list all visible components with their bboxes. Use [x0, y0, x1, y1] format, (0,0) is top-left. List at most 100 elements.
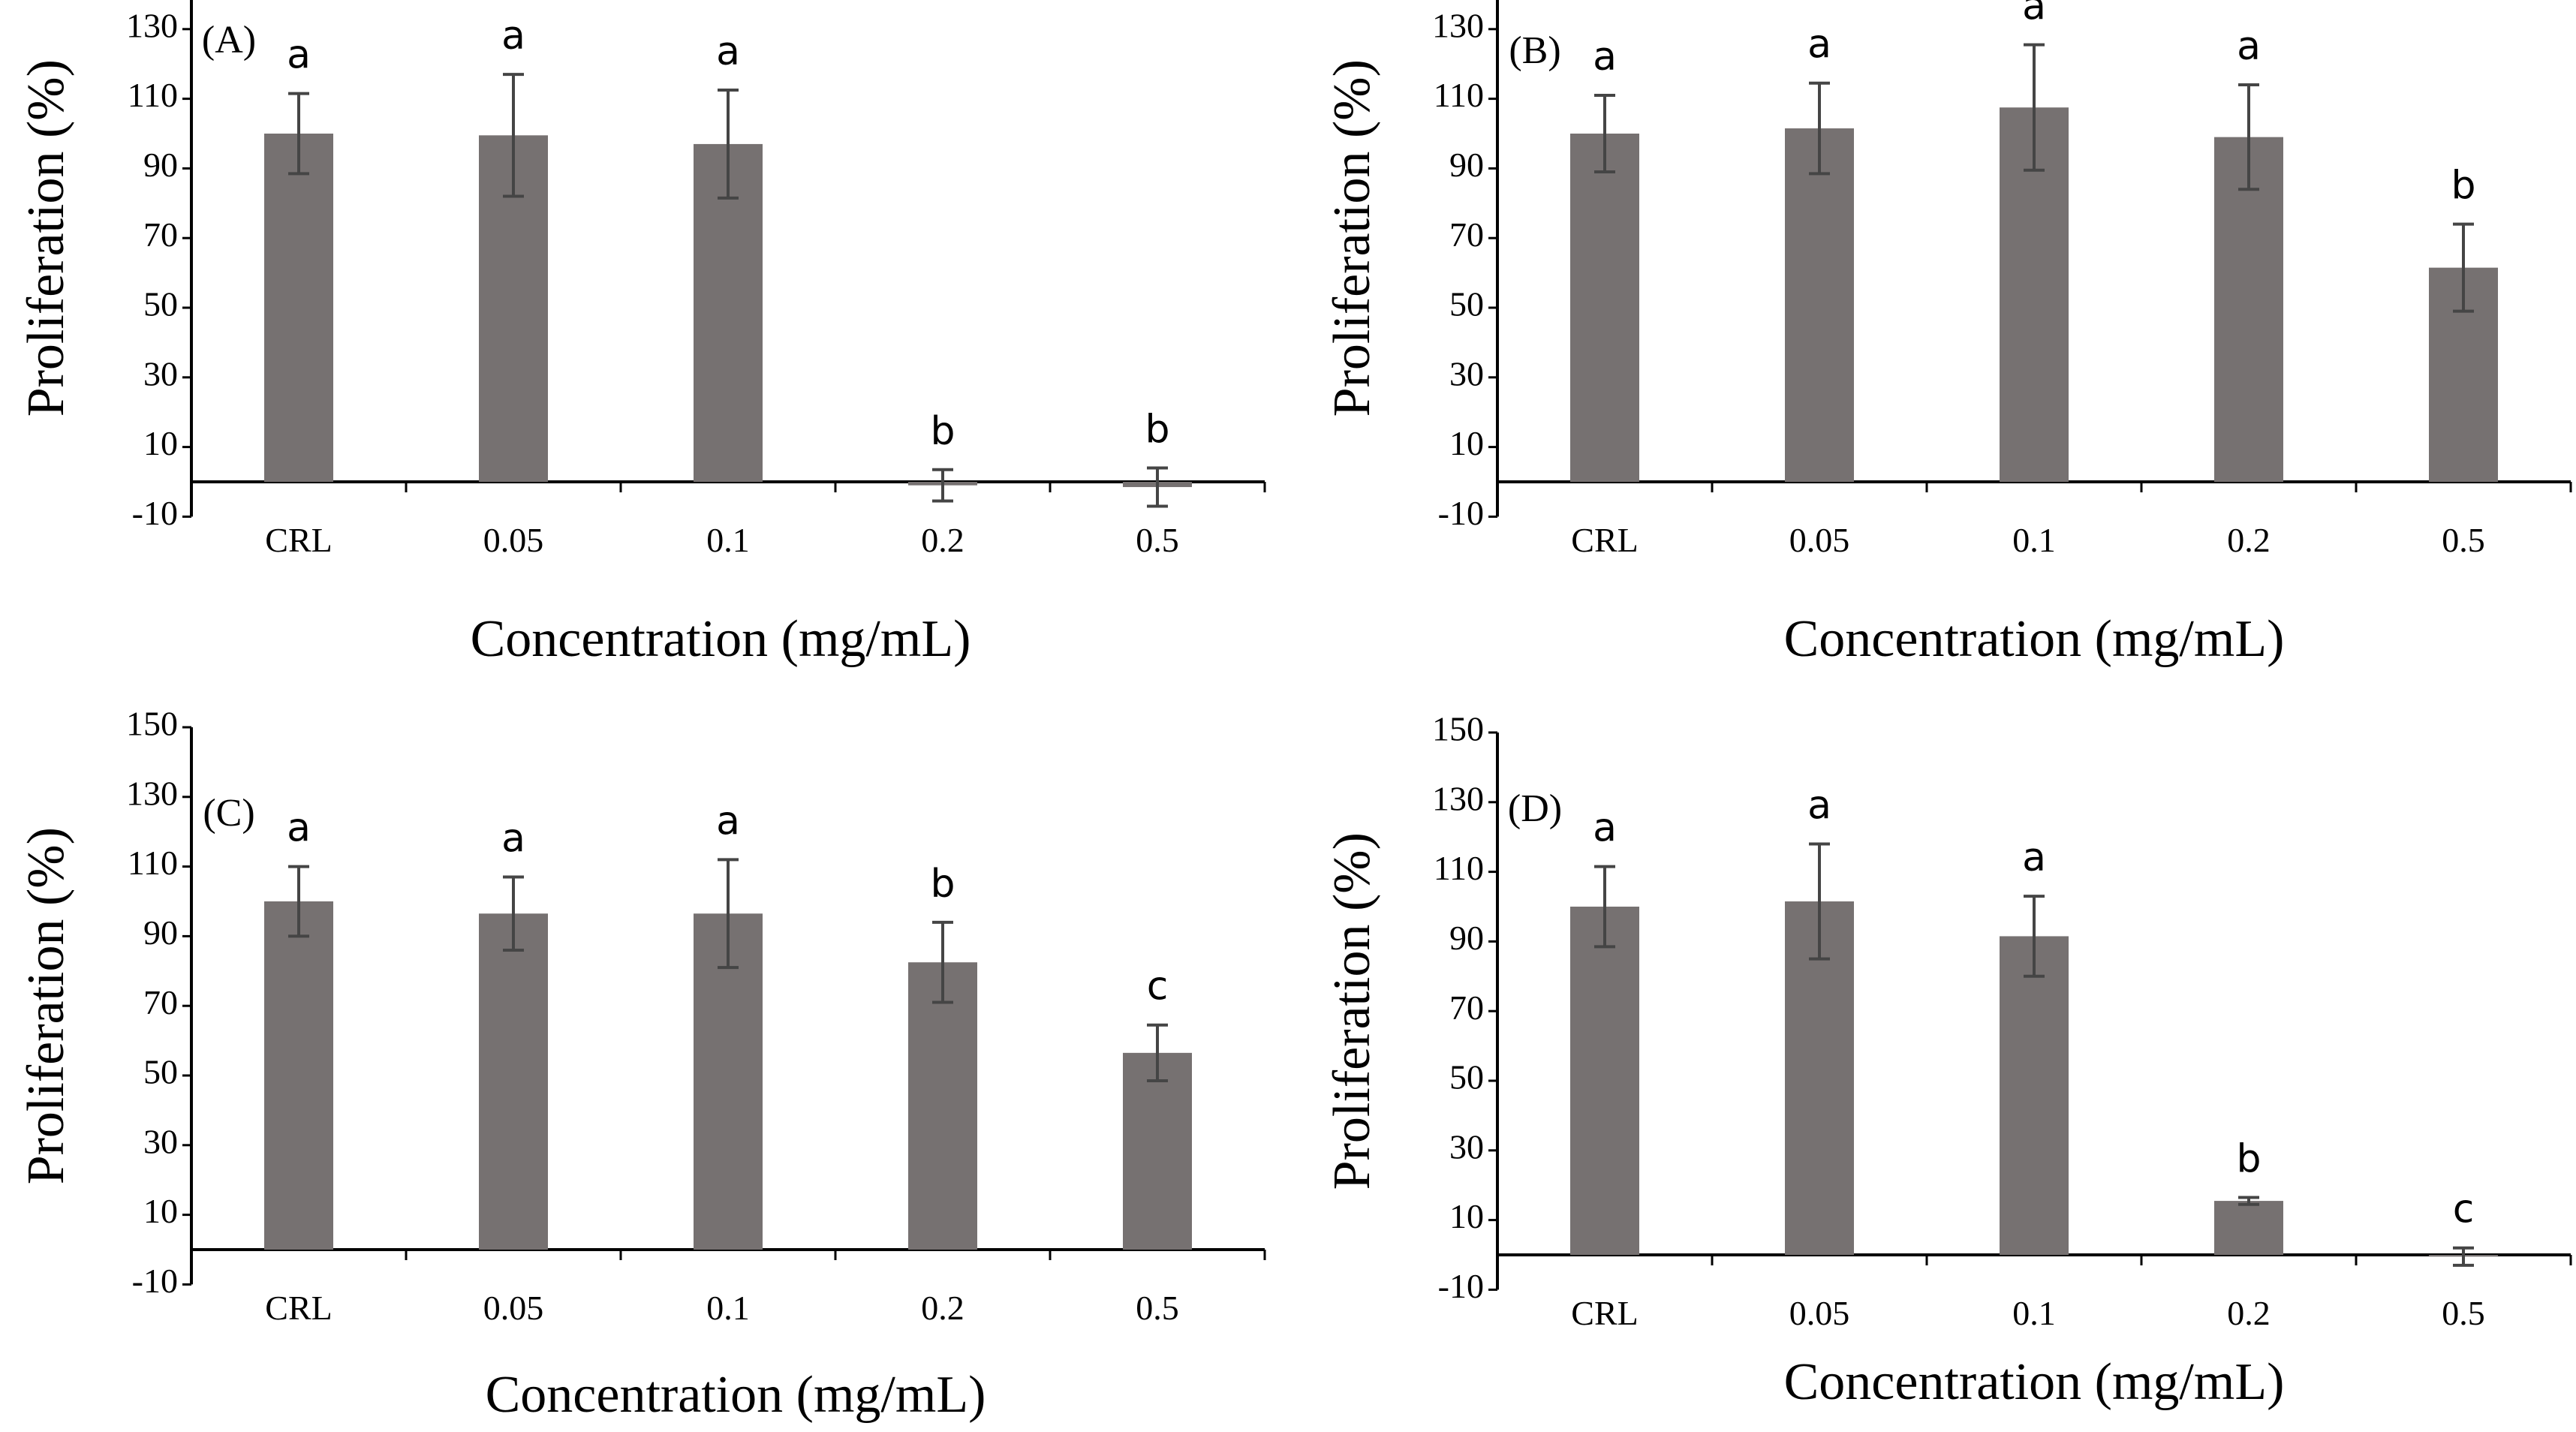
significance-letter: b: [930, 409, 955, 454]
panel-label: (A): [202, 19, 256, 62]
bar: [694, 143, 763, 483]
y-tick-label: 70: [1449, 215, 1484, 254]
y-tick-label: 130: [1432, 6, 1484, 44]
x-tick-label: CRL: [265, 1289, 332, 1327]
y-tick-label: 110: [128, 76, 178, 114]
bar: [264, 134, 333, 482]
y-tick-label: 150: [1432, 710, 1484, 748]
significance-letter: a: [716, 29, 740, 74]
chart-panel-4: (D) -10 10 30 50 70 90 110 130 150 a CRL a 0.05 a 0.1 b 0…: [1323, 710, 2572, 1411]
panel-label: (B): [1509, 29, 1560, 72]
bar: [2000, 936, 2069, 1255]
significance-letter: b: [930, 862, 955, 907]
y-tick-label: 50: [143, 285, 178, 323]
significance-letter: a: [287, 33, 311, 78]
x-tick-label: 0.2: [2227, 521, 2271, 559]
y-axis-title: Proliferation (%): [1323, 59, 1381, 417]
bar: [264, 901, 333, 1250]
y-tick-label: 70: [143, 983, 178, 1021]
significance-letter: c: [2453, 1187, 2475, 1232]
y-tick-label: 130: [126, 6, 178, 44]
y-tick-label: 10: [1449, 1197, 1484, 1235]
y-tick-label: -10: [132, 494, 178, 532]
y-tick-label: 50: [1449, 285, 1484, 323]
x-tick-label: 0.05: [1789, 1294, 1850, 1332]
y-tick-label: 10: [143, 424, 178, 462]
x-tick-label: 0.1: [2012, 1294, 2056, 1332]
significance-letter: b: [2451, 164, 2475, 209]
x-axis-title: Concentration (mg/mL): [1784, 610, 2285, 668]
bar: [1785, 128, 1854, 483]
y-axis-title: Proliferation (%): [17, 59, 75, 417]
y-tick-label: -10: [132, 1262, 178, 1300]
bar: [908, 962, 977, 1250]
y-tick-label: 90: [1449, 919, 1484, 957]
significance-letter: b: [1145, 407, 1169, 452]
panel-label: (C): [203, 792, 254, 835]
y-tick-label: 90: [1449, 146, 1484, 184]
significance-letter: a: [2022, 835, 2046, 880]
x-tick-label: 0.5: [1136, 521, 1179, 559]
significance-letter: a: [2237, 24, 2261, 69]
x-axis-title: Concentration (mg/mL): [486, 1366, 986, 1424]
x-tick-label: 0.1: [706, 521, 750, 559]
y-tick-label: 50: [143, 1053, 178, 1091]
y-tick-label: 30: [1449, 1127, 1484, 1166]
significance-letter: a: [1807, 23, 1831, 68]
x-tick-label: 0.2: [921, 1289, 964, 1327]
significance-letter: a: [1807, 783, 1831, 828]
y-axis-title: Proliferation (%): [1323, 832, 1381, 1190]
bar: [1570, 134, 1639, 482]
y-tick-label: 30: [1449, 354, 1484, 393]
x-tick-label: 0.5: [2442, 1294, 2485, 1332]
x-tick-label: 0.1: [706, 1289, 750, 1327]
y-tick-label: 10: [1449, 424, 1484, 462]
x-axis-title: Concentration (mg/mL): [471, 610, 971, 668]
x-tick-label: 0.2: [921, 521, 964, 559]
significance-letter: a: [716, 799, 740, 844]
y-tick-label: 150: [126, 705, 178, 743]
y-tick-label: -10: [1438, 494, 1484, 532]
x-tick-label: 0.05: [1789, 521, 1850, 559]
y-tick-label: 110: [1434, 76, 1484, 114]
y-tick-label: 130: [1432, 779, 1484, 817]
chart-panel-3: (C) -10 10 30 50 70 90 110 130 150 a CRL a 0.05 a 0.1 b 0…: [17, 705, 1266, 1424]
x-tick-label: 0.05: [483, 1289, 544, 1327]
chart-panel-2: (B)-101030507090110130150aCRLa0.05a0.1a0…: [1323, 0, 2572, 668]
significance-letter: a: [1593, 35, 1617, 80]
y-axis-title: Proliferation (%): [17, 827, 75, 1184]
panel-label: (D): [1508, 787, 1562, 830]
bar: [2214, 137, 2283, 482]
significance-letter: c: [1147, 964, 1169, 1009]
y-tick-label: 90: [143, 146, 178, 184]
y-tick-label: 110: [128, 844, 178, 882]
x-tick-label: 0.5: [1136, 1289, 1179, 1327]
y-tick-label: 110: [1434, 849, 1484, 887]
significance-letter: a: [287, 806, 311, 851]
significance-letter: a: [501, 817, 525, 862]
y-tick-label: 50: [1449, 1058, 1484, 1097]
x-tick-label: 0.5: [2442, 521, 2485, 559]
x-tick-label: CRL: [265, 521, 332, 559]
x-axis-title: Concentration (mg/mL): [1784, 1353, 2285, 1411]
significance-letter: a: [2022, 0, 2046, 29]
significance-letter: b: [2236, 1136, 2261, 1181]
significance-letter: a: [1593, 806, 1617, 851]
bar: [694, 913, 763, 1250]
bar: [1123, 1052, 1192, 1250]
significance-letter: a: [501, 14, 525, 59]
y-tick-label: 90: [143, 913, 178, 952]
y-tick-label: -10: [1438, 1267, 1484, 1305]
x-tick-label: 0.1: [2012, 521, 2056, 559]
x-tick-label: CRL: [1571, 521, 1638, 559]
y-tick-label: 30: [143, 1122, 178, 1160]
bar: [2214, 1201, 2283, 1255]
y-tick-label: 70: [143, 215, 178, 254]
y-tick-label: 70: [1449, 988, 1484, 1027]
x-tick-label: 0.05: [483, 521, 544, 559]
y-tick-label: 30: [143, 354, 178, 393]
x-tick-label: 0.2: [2227, 1294, 2271, 1332]
y-tick-label: 10: [143, 1192, 178, 1230]
y-tick-label: 130: [126, 774, 178, 812]
